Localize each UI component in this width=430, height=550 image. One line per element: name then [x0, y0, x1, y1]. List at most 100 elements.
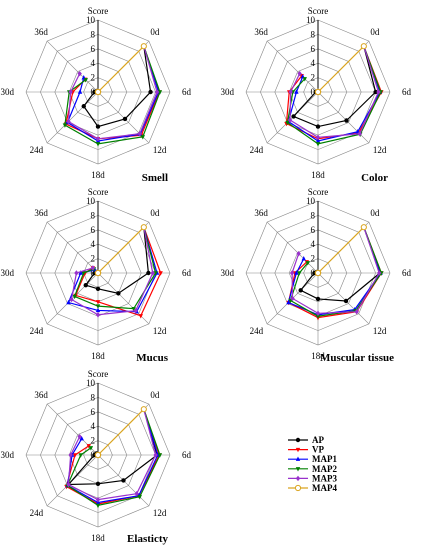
legend-marker — [295, 437, 301, 443]
data-point — [74, 270, 79, 276]
legend-item-map2: MAP2 — [288, 464, 337, 474]
data-point — [298, 288, 303, 293]
series-line — [286, 45, 382, 145]
data-point — [83, 78, 88, 83]
tick-label: 4 — [311, 239, 316, 249]
tick-label: 6 — [311, 225, 316, 235]
data-point — [95, 312, 101, 318]
legend-label: MAP3 — [312, 473, 337, 483]
grid-spoke — [46, 40, 99, 93]
data-point — [315, 296, 321, 302]
day-label: 24d — [250, 326, 264, 336]
tick-label: 4 — [91, 58, 96, 68]
data-point — [315, 138, 321, 143]
legend-marker — [295, 475, 301, 482]
series-line — [97, 226, 145, 274]
data-point — [343, 298, 349, 304]
tick-label: 8 — [91, 210, 96, 220]
data-point — [140, 135, 146, 140]
grid-spoke — [46, 91, 99, 144]
tick-label: 2 — [91, 73, 96, 83]
data-point — [66, 118, 71, 125]
data-point — [157, 90, 163, 95]
radar-chart-mucus: 0246810Score0d6d12d18d24d30d36dMucus — [1, 187, 192, 364]
legend-item-ap: AP — [288, 435, 324, 445]
tick-label: 0 — [311, 87, 316, 97]
series-line — [67, 46, 158, 140]
data-point — [153, 271, 158, 276]
radar-chart-smell: 0246810Score0d6d12d18d24d30d36dSmell — [1, 6, 192, 184]
day-label: 24d — [30, 326, 44, 336]
tick-label: 10 — [86, 15, 96, 25]
legend-item-map3: MAP3 — [288, 473, 337, 483]
chart-title: Smell — [142, 172, 168, 184]
day-label: 0d — [370, 208, 380, 218]
series-line — [84, 227, 150, 295]
data-point — [77, 70, 82, 77]
data-point — [95, 481, 101, 486]
data-point — [297, 70, 302, 77]
legend-item-map1: MAP1 — [288, 454, 337, 464]
tick-label: 6 — [91, 407, 96, 417]
data-point — [79, 436, 84, 441]
data-point — [133, 307, 138, 314]
data-point — [297, 271, 302, 276]
data-point — [314, 88, 322, 96]
tick-label: 10 — [306, 196, 316, 206]
day-label: 18d — [91, 533, 105, 543]
grid-spoke — [317, 272, 370, 325]
day-label: 24d — [30, 145, 44, 155]
tick-label: 8 — [311, 29, 316, 39]
data-point — [66, 299, 71, 305]
data-point — [78, 270, 83, 275]
grid-spoke — [46, 221, 99, 274]
tick-label: 4 — [311, 58, 316, 68]
day-label: 36d — [34, 27, 48, 37]
day-label: 6d — [182, 450, 192, 460]
score-label: Score — [88, 369, 109, 379]
day-label: 36d — [254, 208, 268, 218]
data-point — [296, 250, 301, 257]
series-map3 — [287, 43, 381, 141]
grid-spoke — [266, 221, 319, 274]
score-label: Score — [308, 187, 329, 197]
tick-label: 4 — [91, 239, 96, 249]
data-point — [68, 89, 73, 95]
day-label: 36d — [34, 390, 48, 400]
day-label: 18d — [311, 170, 325, 180]
data-point — [154, 89, 160, 95]
data-point — [140, 406, 147, 413]
legend-marker — [295, 467, 301, 472]
day-label: 12d — [153, 145, 167, 155]
data-point — [90, 265, 96, 271]
data-point — [95, 496, 101, 503]
tick-label: 6 — [91, 44, 96, 54]
day-label: 18d — [91, 170, 105, 180]
tick-label: 2 — [311, 73, 316, 83]
data-point — [72, 453, 78, 458]
series-line — [317, 45, 365, 93]
day-label: 12d — [153, 508, 167, 518]
data-point — [373, 89, 378, 95]
data-point — [131, 306, 136, 312]
tick-label: 6 — [91, 225, 96, 235]
data-point — [360, 224, 367, 231]
data-point — [315, 134, 321, 141]
legend-item-vp: VP — [288, 445, 324, 455]
series-map3 — [69, 224, 155, 318]
data-point — [315, 124, 321, 129]
series-line — [73, 227, 157, 310]
day-label: 0d — [150, 27, 160, 37]
data-point — [137, 495, 142, 500]
series-line — [97, 408, 145, 456]
day-label: 36d — [254, 27, 268, 37]
data-point — [157, 453, 163, 458]
data-point — [158, 271, 163, 276]
tick-label: 8 — [91, 29, 96, 39]
day-label: 0d — [370, 27, 380, 37]
tick-label: 4 — [91, 421, 96, 431]
score-label: Score — [308, 6, 329, 16]
data-point — [121, 478, 126, 483]
day-label: 30d — [221, 87, 235, 97]
